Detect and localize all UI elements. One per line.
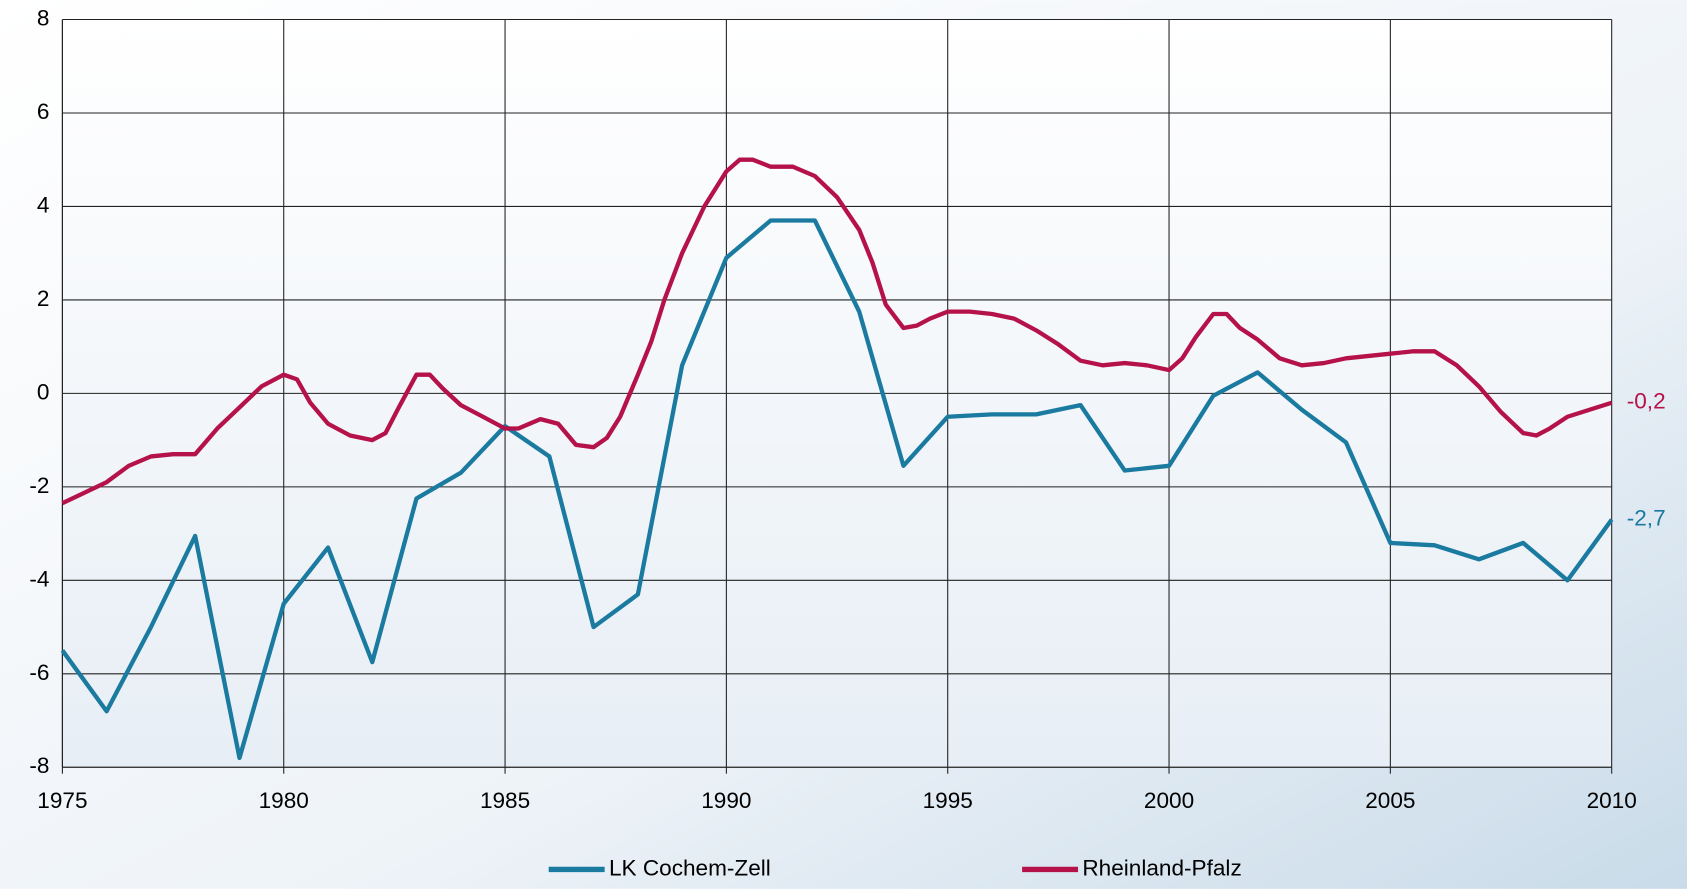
end-label: -2,7	[1627, 506, 1666, 531]
x-tick-label: 1995	[923, 788, 973, 813]
y-tick-label: -2	[29, 473, 49, 498]
y-tick-label: -6	[29, 660, 49, 685]
y-tick-label: 8	[37, 5, 50, 30]
y-tick-label: -8	[29, 753, 49, 778]
end-label: -0,2	[1627, 389, 1666, 414]
x-tick-label: 1990	[701, 788, 751, 813]
y-tick-label: -4	[29, 566, 49, 591]
x-tick-label: 1980	[259, 788, 309, 813]
series-line	[61, 157, 1613, 506]
series-line	[60, 218, 1614, 761]
y-tick-label: 6	[37, 99, 50, 124]
x-tick-label: 2010	[1587, 788, 1637, 813]
y-tick-label: 4	[37, 192, 50, 217]
y-tick-label: 2	[37, 286, 50, 311]
x-tick-label: 1985	[480, 788, 530, 813]
legend-label: Rheinland-Pfalz	[1082, 855, 1241, 880]
x-tick-label: 2000	[1144, 788, 1194, 813]
legend-label: LK Cochem-Zell	[609, 855, 771, 880]
x-tick-label: 1975	[37, 788, 87, 813]
y-tick-label: 0	[37, 379, 50, 404]
x-tick-label: 2005	[1365, 788, 1415, 813]
